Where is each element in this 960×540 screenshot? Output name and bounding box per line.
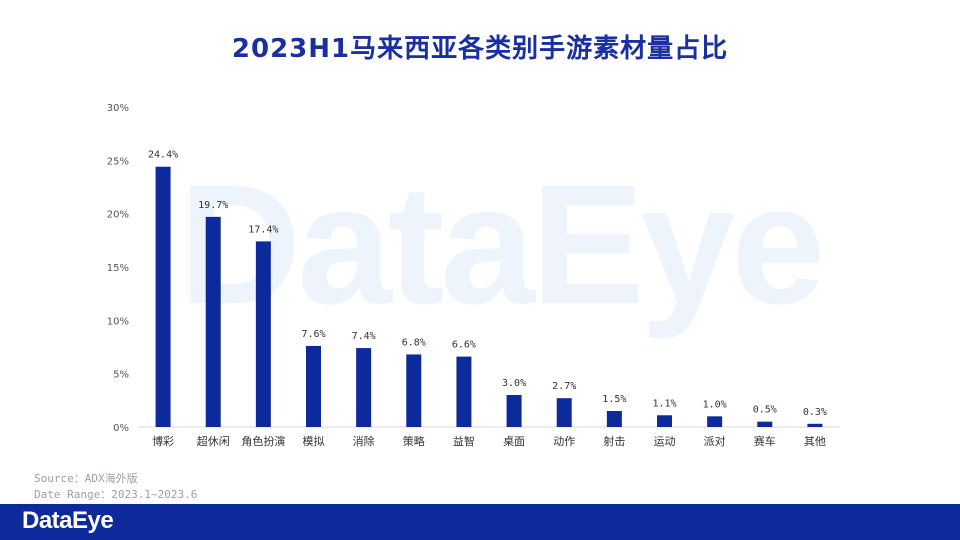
bar	[255, 241, 271, 427]
y-tick-label: 20%	[107, 210, 129, 221]
bar	[155, 166, 171, 427]
data-label: 3.0%	[502, 378, 526, 389]
bar	[456, 356, 472, 427]
bar	[807, 423, 823, 427]
x-tick-label: 消除	[353, 434, 375, 448]
bar	[406, 354, 422, 427]
x-tick-label: 益智	[453, 434, 475, 448]
x-tick-label: 赛车	[754, 434, 776, 448]
bar-chart: 0% 5% 10% 15% 20% 25% 30% 24.4% 博彩 19.7% 超休闲 17.4% 角…	[107, 103, 840, 448]
bar	[506, 395, 522, 427]
x-tick-label: 射击	[603, 434, 625, 448]
bar	[556, 398, 572, 427]
source-note: Source：ADX海外版	[34, 472, 138, 485]
y-tick-label: 15%	[107, 263, 129, 274]
bar	[606, 411, 622, 427]
data-label: 19.7%	[198, 200, 228, 211]
data-label: 17.4%	[248, 224, 278, 235]
x-tick-label: 超休闲	[197, 434, 230, 448]
y-tick-label: 5%	[113, 370, 129, 381]
bar	[205, 216, 221, 427]
x-tick-label: 其他	[804, 435, 826, 448]
data-label: 0.3%	[803, 407, 827, 418]
footer-bar: DataEye	[0, 504, 960, 540]
bar	[757, 421, 773, 427]
bar	[707, 416, 723, 427]
x-tick-label: 动作	[553, 435, 575, 448]
data-label: 6.6%	[452, 340, 476, 351]
y-tick-label: 25%	[107, 156, 129, 167]
x-tick-label: 角色扮演	[241, 434, 285, 448]
data-label: 1.1%	[652, 398, 676, 409]
x-tick-label: 派对	[704, 434, 726, 448]
x-tick-label: 桌面	[503, 435, 525, 448]
data-label: 6.8%	[402, 337, 426, 348]
bar	[356, 348, 372, 427]
x-tick-label: 运动	[654, 435, 676, 448]
footer-logo: DataEye	[22, 507, 114, 534]
date-range-note: Date Range：2023.1~2023.6	[34, 488, 198, 501]
x-tick-label: 策略	[403, 434, 425, 448]
data-label: 24.4%	[148, 150, 178, 161]
bar	[657, 415, 672, 427]
x-tick-label: 模拟	[303, 434, 325, 448]
data-label: 1.5%	[602, 394, 626, 405]
chart-title: 2023H1马来西亚各类别手游素材量占比	[231, 34, 729, 64]
data-label: 0.5%	[753, 405, 777, 416]
data-label: 1.0%	[703, 399, 727, 410]
watermark: DataEye	[178, 150, 826, 340]
data-label: 7.4%	[352, 331, 376, 342]
y-tick-label: 0%	[113, 423, 129, 434]
y-tick-label: 10%	[107, 316, 129, 327]
data-label: 7.6%	[301, 329, 325, 340]
y-tick-label: 30%	[107, 103, 129, 114]
x-tick-label: 博彩	[152, 435, 174, 448]
bar	[306, 345, 321, 427]
data-label: 2.7%	[552, 381, 576, 392]
